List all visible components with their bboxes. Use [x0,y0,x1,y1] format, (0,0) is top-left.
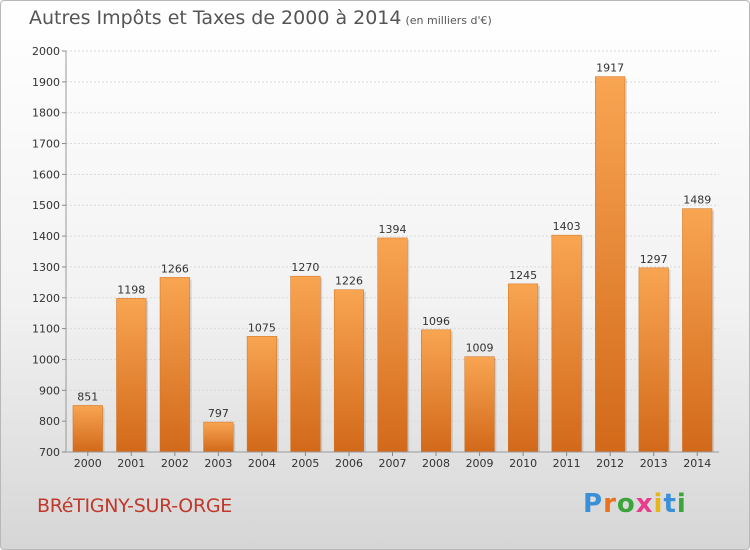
value-label: 1297 [640,253,668,266]
value-label: 797 [208,407,229,420]
value-label: 1917 [596,62,624,75]
x-tick-label: 2007 [379,457,407,470]
x-tick-label: 2011 [553,457,581,470]
value-label: 1266 [161,262,189,275]
bar-2012 [595,76,626,453]
town-name: BRéTIGNY-SUR-ORGE [37,495,232,517]
bar-2001 [116,298,147,453]
logo-letter: o [616,489,636,519]
value-label: 1403 [553,220,581,233]
x-tick-label: 2004 [248,457,276,470]
x-tick-label: 2008 [422,457,450,470]
y-tick-label: 1400 [32,230,60,243]
x-tick-label: 2002 [161,457,189,470]
logo-letter: t [663,489,677,519]
y-tick-label: 1600 [32,168,60,181]
value-label: 1270 [291,261,319,274]
value-label: 1075 [248,321,276,334]
logo-letter: x [635,489,654,519]
y-tick-label: 1500 [32,199,60,212]
value-label: 1245 [509,269,537,282]
logo-letter: P [583,489,604,519]
bar-2000 [72,405,103,453]
value-label: 1489 [683,194,711,207]
y-tick-label: 1000 [32,353,60,366]
bar-2009 [464,356,495,453]
y-tick-label: 800 [39,415,60,428]
bar-2013 [638,267,669,453]
y-tick-label: 1900 [32,76,60,89]
value-label: 851 [77,390,98,403]
proxiti-logo: Proxiti [583,489,687,519]
y-tick-label: 1300 [32,261,60,274]
x-tick-label: 2010 [509,457,537,470]
y-axis: 700 800 900 1000 1100 1200 1300 1400 1500 1600 170… [32,45,67,459]
x-tick-label: 2000 [74,457,102,470]
bar-2005 [290,275,321,453]
value-label: 1394 [379,223,407,236]
value-label: 1096 [422,315,450,328]
bar-2002 [159,277,190,453]
y-tick-label: 1800 [32,107,60,120]
x-axis: 2000 2001 2002 2003 2004 2005 2006 2007 2008 2009… [66,451,719,470]
x-tick-label: 2003 [204,457,232,470]
logo-letter: r [603,489,617,519]
bar-2004 [246,336,277,453]
y-tick-label: 700 [39,446,60,459]
bar-2007 [377,237,408,453]
bar-2003 [203,421,234,453]
value-label: 1226 [335,275,363,288]
bar-2010 [508,283,539,453]
x-tick-label: 2013 [640,457,668,470]
x-tick-label: 2014 [683,457,711,470]
chart-title: Autres Impôts et Taxes de 2000 à 2014 (en… [29,7,492,29]
x-tick-label: 2012 [596,457,624,470]
bars: 851 1198 1266 797 1075 1270 1226 1394 1096 1009 12… [72,62,715,453]
y-tick-label: 1700 [32,138,60,151]
bar-2008 [420,329,452,453]
x-tick-label: 2001 [117,457,145,470]
logo-letter: i [676,489,687,519]
x-tick-label: 2006 [335,457,363,470]
bar-2011 [551,234,582,453]
y-tick-label: 1200 [32,292,60,305]
bar-2014 [682,208,713,453]
bar-2006 [333,289,365,453]
title-text: Autres Impôts et Taxes de 2000 à 2014 [29,7,402,29]
y-tick-label: 900 [39,384,60,397]
y-tick-label: 1100 [32,323,60,336]
y-tick-label: 2000 [32,45,60,58]
value-label: 1198 [117,283,145,296]
x-tick-label: 2005 [291,457,319,470]
logo-letter: i [653,489,664,519]
value-label: 1009 [466,342,494,355]
x-tick-label: 2009 [466,457,494,470]
title-unit: (en milliers d'€) [405,14,492,27]
